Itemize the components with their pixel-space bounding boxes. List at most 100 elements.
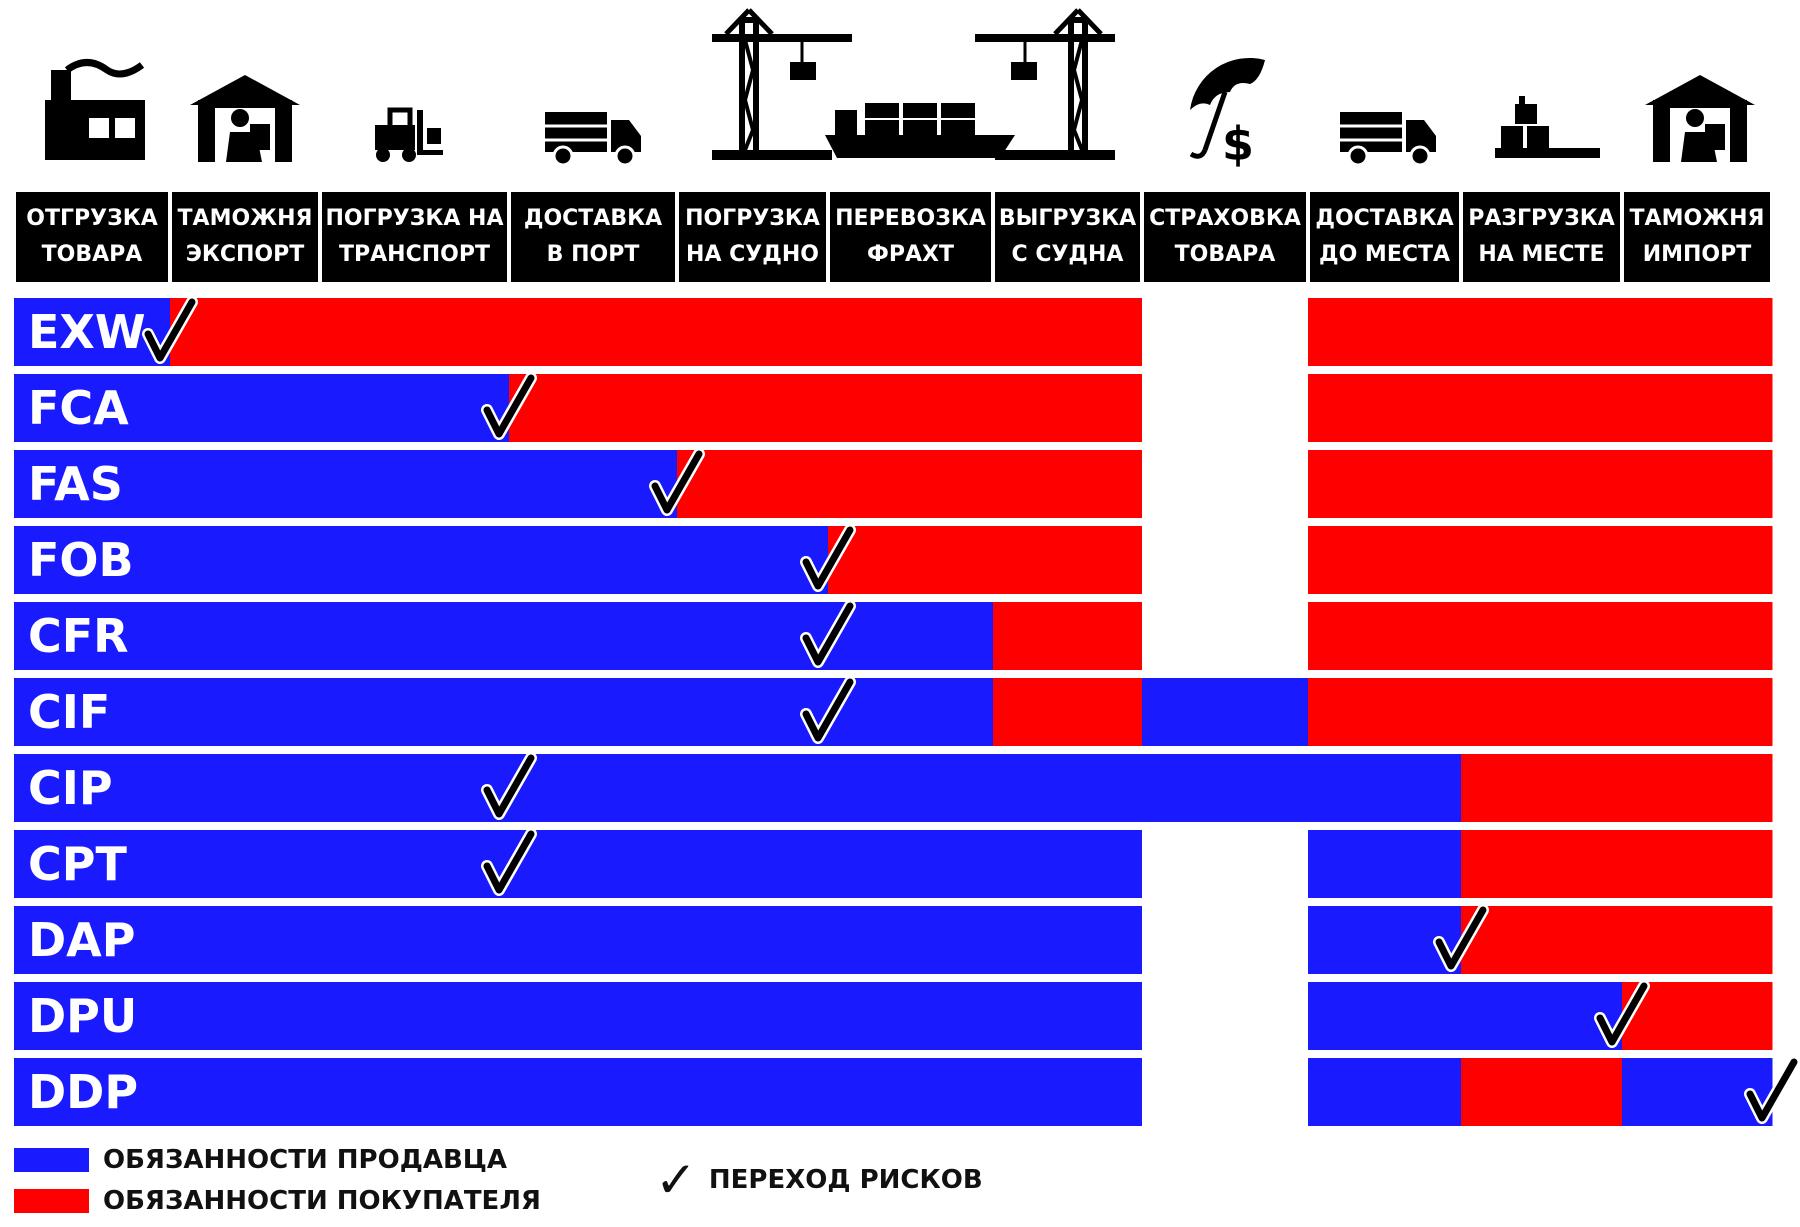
responsibility-cell <box>14 450 171 518</box>
column-header-text: В ПОРТ <box>546 242 640 267</box>
responsibility-cell <box>320 374 510 442</box>
column-header-text: ТРАНСПОРТ <box>339 242 490 267</box>
responsibility-cell <box>677 374 829 442</box>
responsibility-cell <box>1461 906 1623 974</box>
responsibility-cell <box>993 830 1143 898</box>
column-header: ОТГРУЗКА ТОВАРА <box>16 192 168 282</box>
checkmark-icon <box>1596 982 1648 1046</box>
column-header-text: НА СУДНО <box>686 242 819 267</box>
term-row: EXW <box>14 296 1773 366</box>
responsibility-cell <box>677 906 829 974</box>
column-header-text: ИМПОРТ <box>1642 242 1752 267</box>
responsibility-cell <box>1461 678 1623 746</box>
term-code: CIF <box>28 685 110 739</box>
responsibility-cell <box>1461 526 1623 594</box>
responsibility-cell <box>170 906 321 974</box>
column-header: ДОСТАВКА ДО МЕСТА <box>1310 192 1459 282</box>
responsibility-cell <box>828 754 994 822</box>
checkmark-icon: ✓ <box>655 1151 697 1209</box>
responsibility-cell <box>993 754 1143 822</box>
responsibility-cell <box>320 526 510 594</box>
responsibility-cell <box>993 602 1143 670</box>
column-header-text: ТОВАРА <box>1174 242 1276 267</box>
column-header-text: ДОСТАВКА <box>523 206 663 231</box>
responsibility-cell <box>828 906 994 974</box>
checkmark-icon <box>802 602 854 666</box>
term-row: CIP <box>14 752 1773 822</box>
legend-buyer: ОБЯЗАННОСТИ ПОКУПАТЕЛЯ <box>14 1186 541 1216</box>
customs-house-icon <box>190 75 300 162</box>
responsibility-cell <box>828 982 994 1050</box>
column-header-text: РАЗГРУЗКА <box>1468 206 1615 231</box>
term-row: DDP <box>14 1056 1800 1126</box>
customs-house-icon <box>1645 75 1755 162</box>
responsibility-cell <box>1622 450 1773 518</box>
responsibility-cell <box>170 830 321 898</box>
column-header-text: ВЫГРУЗКА <box>998 206 1137 231</box>
responsibility-cell <box>1142 678 1309 746</box>
responsibility-cell <box>1622 982 1773 1050</box>
checkmark-icon <box>1746 1058 1798 1122</box>
term-row: FAS <box>14 448 1773 518</box>
responsibility-cell <box>1461 450 1623 518</box>
column-header: ТАМОЖНЯ ИМПОРТ <box>1624 192 1770 282</box>
responsibility-cell <box>1308 830 1462 898</box>
checkmark-icon <box>144 298 196 362</box>
responsibility-cell <box>320 982 510 1050</box>
legend-risk-label: ПЕРЕХОД РИСКОВ <box>708 1165 983 1195</box>
responsibility-cell <box>1308 374 1462 442</box>
responsibility-cell <box>509 906 678 974</box>
column-header-text: ПЕРЕВОЗКА <box>835 206 986 231</box>
responsibility-cell <box>1461 298 1623 366</box>
responsibility-cell <box>14 526 171 594</box>
responsibility-cell <box>1308 982 1462 1050</box>
responsibility-cell <box>828 602 994 670</box>
responsibility-cell <box>170 754 321 822</box>
truck-icon <box>545 112 641 167</box>
responsibility-cell <box>509 1058 678 1126</box>
term-row: CPT <box>14 828 1773 898</box>
column-header: ВЫГРУЗКА С СУДНА <box>995 192 1140 282</box>
column-header-text: ПОГРУЗКА НА <box>325 206 504 231</box>
column-header-text: ПОГРУЗКА <box>685 206 820 231</box>
responsibility-cell <box>320 678 510 746</box>
column-header: ДОСТАВКА В ПОРТ <box>511 192 675 282</box>
responsibility-cell <box>1142 754 1309 822</box>
responsibility-cell <box>1308 1058 1462 1126</box>
responsibility-cell <box>1622 678 1773 746</box>
responsibility-cell <box>677 450 829 518</box>
responsibility-cell <box>1142 982 1309 1050</box>
responsibility-cell <box>1142 1058 1309 1126</box>
column-header: РАЗГРУЗКА НА МЕСТЕ <box>1463 192 1620 282</box>
responsibility-cell <box>320 1058 510 1126</box>
responsibility-cell <box>993 678 1143 746</box>
responsibility-cell <box>14 982 171 1050</box>
term-row: CIF <box>14 676 1773 746</box>
responsibility-cell <box>14 1058 171 1126</box>
responsibility-cell <box>1622 754 1773 822</box>
term-row: CFR <box>14 600 1773 670</box>
responsibility-cell <box>1142 830 1309 898</box>
responsibility-cell <box>170 374 321 442</box>
ship-icon <box>825 103 1015 158</box>
crane-icon <box>712 8 852 160</box>
umbrella-dollar-icon: $ <box>1189 57 1265 171</box>
responsibility-cell <box>1308 526 1462 594</box>
column-header-text: СТРАХОВКА <box>1149 206 1301 231</box>
responsibility-cell <box>1461 602 1623 670</box>
responsibility-cell <box>677 982 829 1050</box>
term-row: FOB <box>14 524 1773 594</box>
term-code: FOB <box>28 533 134 587</box>
term-code: EXW <box>28 305 146 359</box>
responsibility-cell <box>1142 906 1309 974</box>
responsibility-cell <box>509 830 678 898</box>
responsibility-cell <box>1142 526 1309 594</box>
responsibility-cell <box>677 298 829 366</box>
legend-seller-label: ОБЯЗАННОСТИ ПРОДАВЦА <box>103 1145 508 1175</box>
responsibility-cell <box>509 526 678 594</box>
column-header-text: ТАМОЖНЯ <box>177 206 313 231</box>
checkmark-icon <box>483 374 535 438</box>
column-header: ПЕРЕВОЗКА ФРАХТ <box>830 192 991 282</box>
checkmark-icon <box>483 830 535 894</box>
